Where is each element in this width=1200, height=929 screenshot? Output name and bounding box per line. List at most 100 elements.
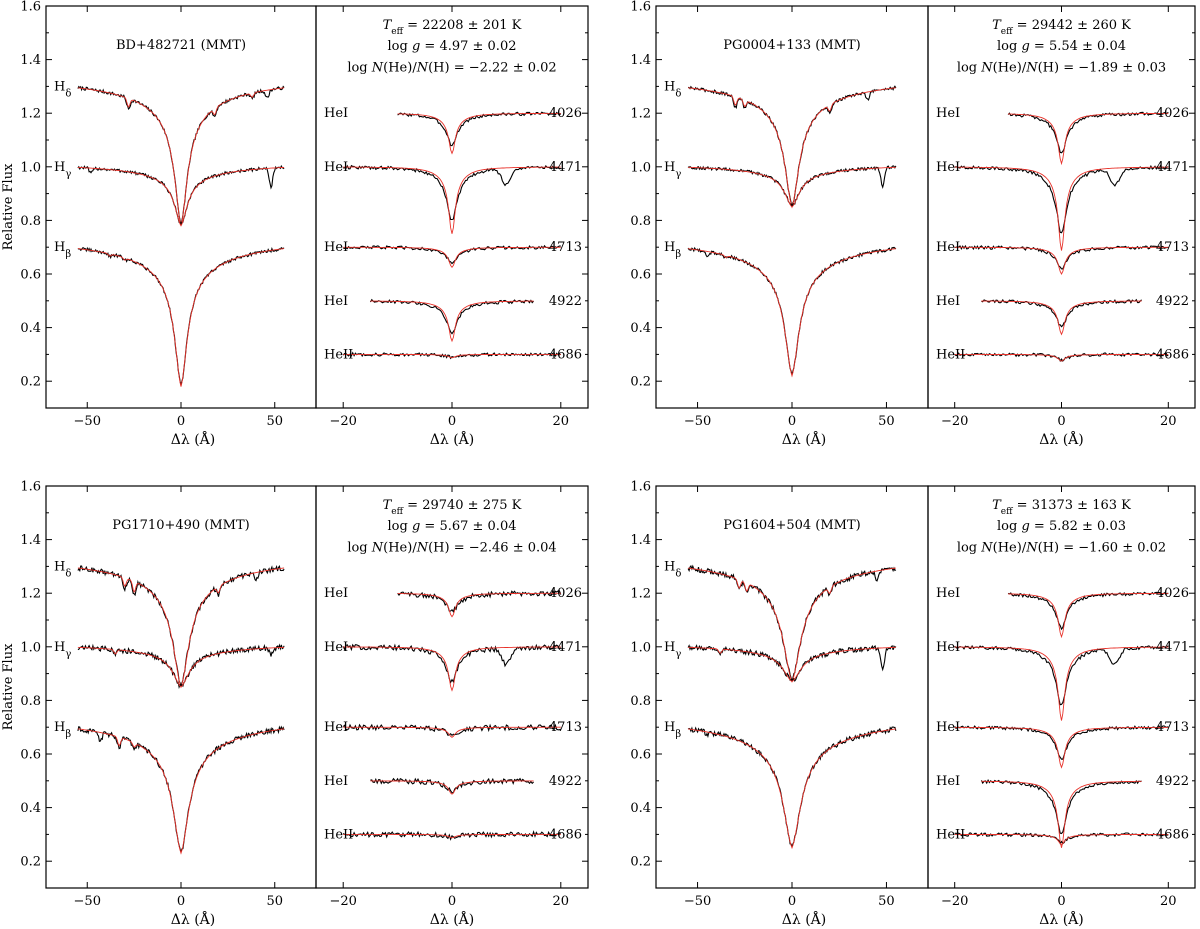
x-axis-label: Δλ (Å) — [171, 910, 215, 928]
observed-spectrum — [342, 643, 562, 684]
observed-spectrum — [369, 298, 535, 335]
y-tick-label: 1.4 — [630, 53, 651, 68]
y-tick-label: 1.2 — [630, 587, 651, 602]
model-spectrum — [688, 728, 896, 850]
observed-spectrum — [981, 298, 1142, 328]
y-tick-label: 1.0 — [20, 160, 41, 175]
y-tick-label: 0.6 — [20, 748, 41, 763]
y-tick-label: 0.6 — [20, 268, 41, 283]
model-spectrum — [77, 728, 285, 855]
y-axis-label: Relative Flux — [1, 643, 16, 730]
star-name: PG1604+504 (MMT) — [723, 518, 861, 533]
model-spectrum — [981, 300, 1142, 336]
helium-line-label: HeI — [936, 774, 960, 789]
observed-spectrum — [687, 726, 897, 849]
helium-line-label: HeI — [324, 106, 348, 121]
x-tick-label: 0 — [1057, 414, 1065, 429]
observed-spectrum — [342, 723, 562, 737]
y-tick-label: 0.2 — [20, 375, 41, 390]
fit-parameter: log N(He)/N(H) = −1.60 ± 0.02 — [957, 541, 1166, 556]
observed-spectrum — [954, 164, 1169, 234]
model-spectrum — [981, 780, 1142, 848]
x-tick-label: 20 — [553, 894, 570, 909]
x-axis-label: Δλ (Å) — [171, 430, 215, 448]
fit-parameter: log g = 5.67 ± 0.04 — [388, 519, 517, 534]
balmer-line-label: Hγ — [664, 160, 681, 180]
observed-spectrum — [77, 565, 285, 688]
observed-spectrum — [77, 164, 285, 226]
wavelength-label: 4471 — [549, 640, 582, 655]
x-tick-label: −20 — [941, 894, 968, 909]
y-tick-label: 0.4 — [20, 321, 41, 336]
model-spectrum — [688, 646, 896, 683]
fit-parameter: log N(He)/N(H) = −2.22 ± 0.02 — [347, 61, 556, 76]
balmer-line-label: Hβ — [664, 720, 681, 740]
balmer-line-label: Hδ — [664, 79, 681, 99]
wavelength-label: 4026 — [1156, 586, 1189, 601]
x-axis-label: Δλ (Å) — [1039, 910, 1083, 928]
model-spectrum — [954, 353, 1169, 362]
y-tick-label: 0.4 — [630, 321, 651, 336]
y-tick-label: 1.0 — [20, 640, 41, 655]
y-axis-label: Relative Flux — [1, 163, 16, 250]
balmer-line-label: Hδ — [54, 559, 71, 579]
helium-line-label: HeII — [936, 827, 965, 842]
y-tick-label: 1.2 — [20, 107, 41, 122]
observed-spectrum — [1007, 591, 1169, 631]
model-spectrum — [688, 87, 896, 209]
figure-panel-2: 0.2 0.4 0.6 0.8 1.0 1.2 1.4 1.6 −50 0 50 −20 0 20 Δλ (… — [630, 0, 1196, 448]
fit-parameter: log g = 4.97 ± 0.02 — [388, 39, 517, 54]
x-tick-label: 20 — [553, 414, 570, 429]
wavelength-label: 4713 — [549, 720, 582, 735]
balmer-line-label: Hβ — [54, 240, 71, 260]
observed-spectrum — [687, 564, 897, 682]
helium-line-label: HeI — [324, 640, 348, 655]
wavelength-label: 4026 — [549, 106, 582, 121]
wavelength-label: 4713 — [1156, 240, 1189, 255]
y-tick-label: 1.6 — [20, 480, 41, 495]
helium-line-label: HeI — [324, 720, 348, 735]
helium-line-label: HeI — [936, 294, 960, 309]
star-name: PG0004+133 (MMT) — [723, 38, 861, 53]
wavelength-label: 4922 — [1156, 294, 1189, 309]
observed-spectrum — [77, 246, 285, 386]
wavelength-label: 4471 — [549, 160, 582, 175]
helium-line-label: HeI — [936, 640, 960, 655]
y-tick-label: 0.2 — [630, 855, 651, 870]
model-spectrum — [1008, 112, 1169, 166]
model-spectrum — [77, 567, 285, 689]
helium-line-label: HeI — [936, 240, 960, 255]
observed-spectrum — [370, 777, 534, 794]
wavelength-label: 4922 — [549, 774, 582, 789]
helium-line-label: HeI — [324, 294, 348, 309]
model-spectrum — [954, 166, 1169, 251]
y-tick-label: 0.8 — [20, 214, 41, 229]
helium-line-label: HeI — [324, 160, 348, 175]
x-tick-label: −20 — [941, 414, 968, 429]
y-tick-label: 1.4 — [630, 533, 651, 548]
model-spectrum — [370, 300, 534, 343]
helium-line-label: HeI — [324, 774, 348, 789]
observed-spectrum — [77, 85, 285, 225]
wavelength-label: 4686 — [549, 347, 582, 362]
observed-spectrum — [980, 779, 1142, 835]
x-tick-label: 50 — [878, 414, 895, 429]
x-tick-label: 50 — [878, 894, 895, 909]
wavelength-label: 4686 — [1156, 347, 1189, 362]
fit-parameter: log g = 5.54 ± 0.04 — [997, 39, 1126, 54]
x-tick-label: −50 — [74, 414, 101, 429]
fit-parameter: Teff = 22208 ± 201 K — [383, 18, 522, 37]
fit-parameter: log g = 5.82 ± 0.03 — [997, 519, 1126, 534]
balmer-line-label: Hδ — [664, 559, 681, 579]
wavelength-label: 4713 — [1156, 720, 1189, 735]
model-spectrum — [954, 246, 1169, 275]
model-spectrum — [77, 646, 285, 688]
helium-line-label: HeI — [936, 160, 960, 175]
model-spectrum — [343, 166, 561, 234]
observed-spectrum — [342, 830, 562, 841]
x-tick-label: 50 — [266, 894, 283, 909]
y-tick-label: 1.4 — [20, 533, 41, 548]
observed-spectrum — [688, 85, 897, 208]
helium-line-label: HeI — [324, 586, 348, 601]
x-tick-label: 20 — [1160, 894, 1177, 909]
